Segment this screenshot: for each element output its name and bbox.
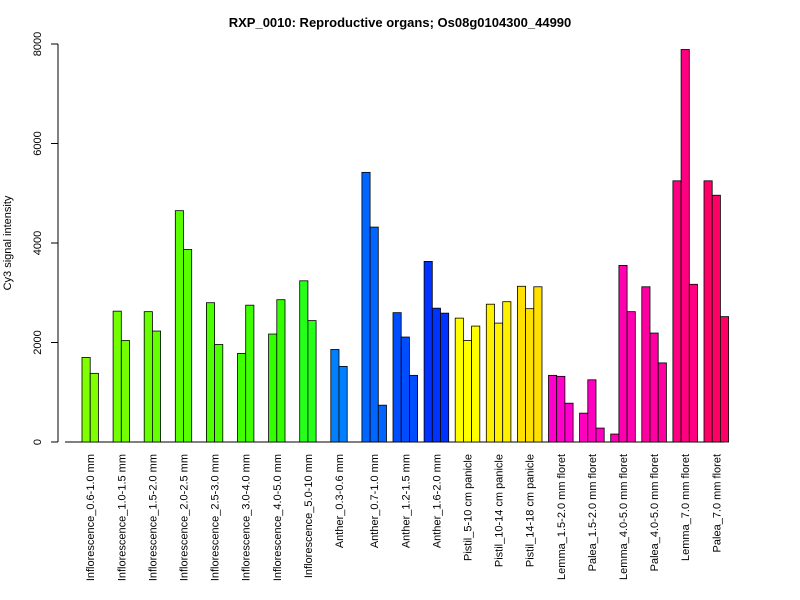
bar [517,285,527,443]
bar [454,317,464,443]
bar [471,325,481,443]
x-category-label: Lemma_7.0 mm floret [680,454,692,561]
y-tick-label: 4000 [32,231,44,255]
chart-title: RXP_0010: Reproductive organs; Os08g0104… [229,15,572,30]
bar [533,286,543,443]
bar [81,357,91,443]
x-category-label: Inflorescence_1.5-2.0 mm [147,454,159,581]
bar [299,280,309,443]
bar [610,433,620,443]
x-category-label: Palea_7.0 mm floret [711,454,723,552]
bar [494,322,504,443]
x-category-label: Anther_1.2-1.5 mm [400,454,412,548]
y-axis-label: Cy3 signal intensity [2,195,14,290]
bar [89,372,99,443]
bar [626,311,636,443]
bar [680,49,690,443]
bar [330,349,340,443]
bar [649,332,659,443]
bar [276,299,286,443]
x-category-label: Lemma_4.0-5.0 mm floret [618,454,630,580]
bar [392,312,402,443]
x-category-label: Inflorescence_2.0-2.5 mm [179,454,191,581]
x-category-label: Pistil_10-14 cm panicle [494,454,506,567]
bar [120,340,130,443]
bar [245,304,255,443]
bar [440,312,450,443]
x-category-label: Inflorescence_3.0-4.0 mm [241,454,253,581]
bar [703,180,713,443]
bar [595,427,605,443]
x-category-label: Anther_1.6-2.0 mm [431,454,443,548]
bar [237,353,247,443]
bar [174,210,184,443]
y-tick-label: 8000 [32,32,44,56]
x-category-label: Palea_4.0-5.0 mm floret [649,454,661,571]
y-tick-label: 0 [32,439,44,445]
bar [485,303,495,443]
bar [431,307,441,443]
bar [641,286,651,443]
bar [564,402,574,443]
y-tick-label: 6000 [32,131,44,155]
bar [369,226,379,443]
x-category-label: Anther_0.7-1.0 mm [369,454,381,548]
x-category-label: Anther_0.3-0.6 mm [334,454,346,548]
bar [618,264,628,443]
bar [112,310,122,443]
bar [151,330,161,443]
bar [711,194,721,443]
x-category-label: Lemma_1.5-2.0 mm floret [556,454,568,580]
bar [502,301,512,443]
y-tick-label: 2000 [32,330,44,354]
y-axis-ticks: 0 2000 4000 6000 8000 [32,32,58,445]
bars [81,49,730,443]
bar [720,316,730,443]
bar [423,261,433,443]
x-category-label: Palea_1.5-2.0 mm floret [587,454,599,571]
bar [205,302,215,443]
x-category-label: Inflorescence_1.0-1.5 mm [116,454,128,581]
bar [688,283,698,443]
bar [361,171,371,443]
bar [377,404,387,443]
bar [338,365,348,443]
bar [579,412,589,443]
bar [556,375,566,443]
bar [143,311,153,443]
bar [548,374,558,443]
bar [408,374,418,443]
bar [183,249,193,443]
bar [307,320,317,443]
x-category-label: Inflorescence_2.5-3.0 mm [210,454,222,581]
x-category-label: Inflorescence_4.0-5.0 mm [272,454,284,581]
bar [268,333,278,443]
bar [587,379,597,443]
bar [525,308,535,443]
bar [657,362,667,443]
x-category-label: Pistil_5-10 cm panicle [463,454,475,561]
bar [462,340,472,443]
x-category-label: Inflorescence_0.6-1.0 mm [85,454,97,581]
x-axis-labels: Inflorescence_0.6-1.0 mm Inflorescence_1.… [85,454,723,581]
bar [400,336,410,443]
x-category-label: Pistil_14-18 cm panicle [525,454,537,567]
bar [672,180,682,443]
x-category-label: Inflorescence_5.0-10 mm [303,454,315,578]
bar [214,344,224,443]
